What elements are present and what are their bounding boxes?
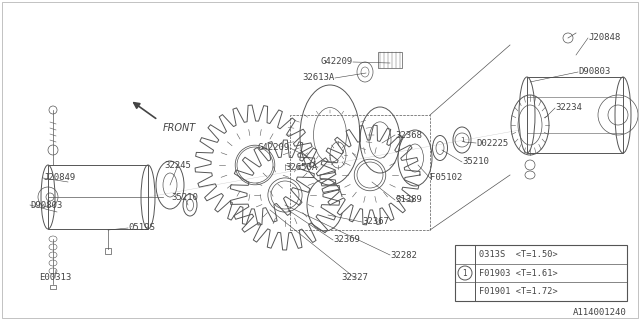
Text: 32282: 32282 xyxy=(390,251,417,260)
Text: 31389: 31389 xyxy=(395,196,422,204)
Text: D02225: D02225 xyxy=(476,139,508,148)
Text: 32369: 32369 xyxy=(333,236,360,244)
Text: F01901 <T=1.72>: F01901 <T=1.72> xyxy=(479,287,557,296)
Text: D90803: D90803 xyxy=(578,68,611,76)
Text: G42209: G42209 xyxy=(321,58,353,67)
Text: D90803: D90803 xyxy=(30,201,62,210)
Text: 32368: 32368 xyxy=(395,131,422,140)
Text: 1: 1 xyxy=(460,137,464,143)
Text: 35210: 35210 xyxy=(462,157,489,166)
Text: 32234: 32234 xyxy=(555,103,582,113)
Text: 0519S: 0519S xyxy=(128,223,155,233)
Bar xyxy=(105,248,111,254)
Text: 1: 1 xyxy=(463,268,467,277)
Text: 32650A: 32650A xyxy=(285,164,318,172)
Text: 32245: 32245 xyxy=(164,161,191,170)
Bar xyxy=(378,52,402,68)
Text: F05102: F05102 xyxy=(430,173,462,182)
Text: 32613A: 32613A xyxy=(303,74,335,83)
Text: FRONT: FRONT xyxy=(163,123,196,133)
Bar xyxy=(527,77,623,153)
Text: E00313: E00313 xyxy=(39,274,71,283)
Text: 0313S  <T=1.50>: 0313S <T=1.50> xyxy=(479,250,557,259)
Text: A114001240: A114001240 xyxy=(573,308,627,317)
Text: G42209: G42209 xyxy=(258,143,290,153)
Text: F01903 <T=1.61>: F01903 <T=1.61> xyxy=(479,268,557,277)
Bar xyxy=(48,165,148,229)
Text: J20849: J20849 xyxy=(43,173,76,182)
Text: 35210: 35210 xyxy=(172,194,198,203)
Text: 32367: 32367 xyxy=(362,218,389,227)
Bar xyxy=(455,245,627,301)
Bar xyxy=(50,285,56,289)
Bar xyxy=(290,115,430,230)
Text: J20848: J20848 xyxy=(588,34,620,43)
Text: 32327: 32327 xyxy=(342,274,369,283)
